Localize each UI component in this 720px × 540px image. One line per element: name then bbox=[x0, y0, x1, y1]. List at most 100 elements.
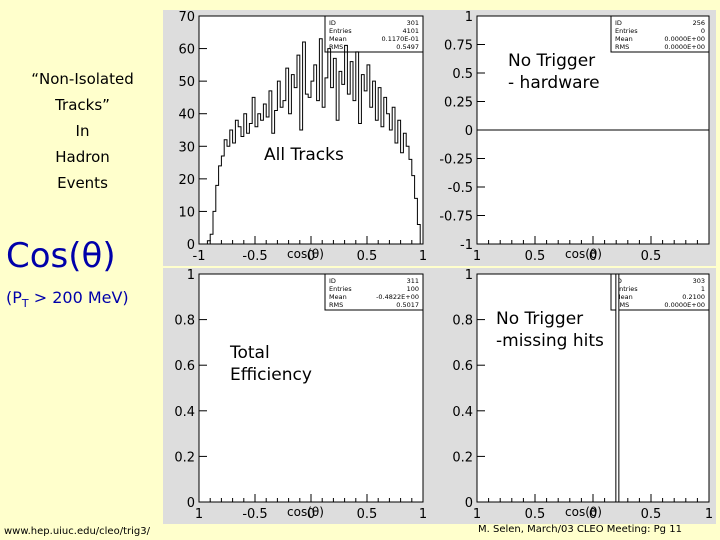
stats-value: 0.5497 bbox=[396, 43, 419, 51]
annotation-line: No Trigger bbox=[496, 309, 584, 329]
histogram-series bbox=[199, 38, 423, 245]
title-line: Tracks” bbox=[55, 96, 110, 114]
y-tick-label: 0.5 bbox=[452, 67, 473, 82]
plot-area bbox=[476, 273, 710, 503]
x-tick-label: 0.5 bbox=[641, 249, 662, 264]
annotation-line: -missing hits bbox=[496, 331, 604, 351]
y-tick-label: 0 bbox=[465, 124, 473, 139]
x-axis-label-3: cos(θ) bbox=[287, 505, 324, 519]
stats-value: 0.5017 bbox=[396, 301, 419, 309]
x-tick-label: 1 bbox=[473, 507, 481, 522]
plot-panel-2: -1 -0.75 -0.5 -0.25 0 0.25 0.5 0.75 1 1 0.5 0 0.5 ID 2… bbox=[430, 10, 716, 266]
stats-box bbox=[610, 273, 710, 311]
title-line: Hadron bbox=[55, 148, 110, 166]
stats-value: 0.0000E+00 bbox=[664, 35, 705, 43]
x-tick-label: 0.5 bbox=[357, 249, 378, 264]
x-axis-label-4: cos(θ) bbox=[565, 505, 602, 519]
footer-credit: M. Selen, March/03 CLEO Meeting: Pg 11 bbox=[478, 524, 682, 535]
stats-value: -0.4822E+00 bbox=[376, 293, 419, 301]
y-tick-label: 0.6 bbox=[452, 359, 473, 374]
x-axis-label-1: cos(θ) bbox=[287, 247, 324, 261]
x-tick-label: 0 bbox=[307, 249, 315, 264]
stats-key: ID bbox=[615, 19, 622, 27]
y-tick-label: -0.5 bbox=[448, 181, 473, 196]
cos-theta-label: Cos(θ) bbox=[6, 236, 116, 276]
stats-key: RMS bbox=[615, 43, 629, 51]
x-tick-label: -0.5 bbox=[242, 249, 267, 264]
title-line: Events bbox=[57, 174, 108, 192]
y-tick-label: -0.25 bbox=[439, 153, 473, 168]
stats-key: RMS bbox=[329, 301, 343, 309]
stats-value: 100 bbox=[407, 285, 419, 293]
x-tick-label: 0.5 bbox=[525, 249, 546, 264]
y-tick-label: 0.2 bbox=[452, 450, 473, 465]
stats-value: 1 bbox=[701, 285, 705, 293]
stats-key: Mean bbox=[615, 35, 633, 43]
plot-area bbox=[198, 273, 424, 503]
stats-box bbox=[610, 15, 710, 53]
y-tick-label: 0.25 bbox=[444, 96, 473, 111]
stats-value: 0 bbox=[701, 27, 705, 35]
y-tick-label: 0.4 bbox=[174, 405, 195, 420]
annotation-no-trigger-missing: No Trigger -missing hits bbox=[496, 308, 604, 352]
y-tick-label: 30 bbox=[178, 140, 195, 155]
x-tick-label: 0 bbox=[589, 507, 597, 522]
stats-key: Entries bbox=[615, 27, 638, 35]
x-axis-label-2: cos(θ) bbox=[565, 247, 602, 261]
y-tick-label: 0 bbox=[465, 496, 473, 511]
x-tick-label: 1 bbox=[195, 507, 203, 522]
y-tick-label: 1 bbox=[465, 268, 473, 283]
x-tick-label: 0.5 bbox=[641, 507, 662, 522]
y-tick-label: 0.4 bbox=[452, 405, 473, 420]
plot-panel-1: 0 10 20 30 40 50 60 70 -1 -0.5 0 0.5 1 ID 301 Entries 41… bbox=[163, 10, 430, 266]
stats-key: ID bbox=[329, 19, 336, 27]
y-tick-label: 0 bbox=[187, 238, 195, 253]
annotation-no-trigger-hardware: No Trigger - hardware bbox=[508, 50, 600, 94]
x-tick-label: 1 bbox=[419, 507, 427, 522]
stats-box bbox=[324, 15, 424, 53]
y-tick-label: 0.8 bbox=[452, 314, 473, 329]
y-tick-label: 50 bbox=[178, 75, 195, 90]
annotation-all-tracks: All Tracks bbox=[264, 145, 344, 165]
y-tick-label: 0.2 bbox=[174, 450, 195, 465]
x-tick-label: 1 bbox=[705, 507, 713, 522]
pt-rest: > 200 MeV) bbox=[28, 288, 129, 307]
y-tick-label: 1 bbox=[187, 268, 195, 283]
pt-cut-label: (PT > 200 MeV) bbox=[6, 288, 129, 310]
x-tick-label: 0.5 bbox=[525, 507, 546, 522]
stats-key: Entries bbox=[329, 27, 352, 35]
y-tick-label: -0.75 bbox=[439, 210, 473, 225]
y-tick-label: 1 bbox=[465, 10, 473, 25]
stats-value: 4101 bbox=[402, 27, 419, 35]
stats-key: Mean bbox=[329, 35, 347, 43]
y-tick-label: 60 bbox=[178, 43, 195, 58]
title-line: In bbox=[75, 122, 90, 140]
stats-key: Entries bbox=[615, 285, 638, 293]
stats-key: ID bbox=[329, 277, 336, 285]
annotation-line: No Trigger bbox=[508, 51, 596, 71]
footer-url: www.hep.uiuc.edu/cleo/trig3/ bbox=[4, 526, 150, 537]
slide-title: “Non-Isolated Tracks” In Hadron Events bbox=[0, 66, 165, 196]
y-tick-label: 70 bbox=[178, 10, 195, 25]
stats-value: 311 bbox=[407, 277, 419, 285]
y-tick-label: 0.6 bbox=[174, 359, 195, 374]
annotation-line: - hardware bbox=[508, 73, 600, 93]
pt-sub: T bbox=[21, 297, 29, 311]
x-tick-label: 0.5 bbox=[357, 507, 378, 522]
stats-value: 303 bbox=[693, 277, 705, 285]
stats-value: 0.0000E+00 bbox=[664, 43, 705, 51]
stats-value: 0.1170E-01 bbox=[382, 35, 419, 43]
stats-value: 256 bbox=[693, 19, 705, 27]
x-tick-label: 0 bbox=[589, 249, 597, 264]
x-tick-label: -1 bbox=[193, 249, 206, 264]
plot-area bbox=[198, 15, 424, 245]
y-tick-label: 0 bbox=[187, 496, 195, 511]
plot-panel-4: 00.20.40.60.8110.500.51ID303Entries1Mean… bbox=[430, 268, 716, 524]
x-tick-label: 1 bbox=[473, 249, 481, 264]
pt-main: (P bbox=[6, 288, 22, 307]
annotation-line: Total bbox=[230, 343, 270, 363]
stats-value: 0.0000E+00 bbox=[664, 301, 705, 309]
stats-key: RMS bbox=[329, 43, 343, 51]
annotation-total-efficiency: Total Efficiency bbox=[230, 342, 312, 386]
y-tick-label: 20 bbox=[178, 173, 195, 188]
